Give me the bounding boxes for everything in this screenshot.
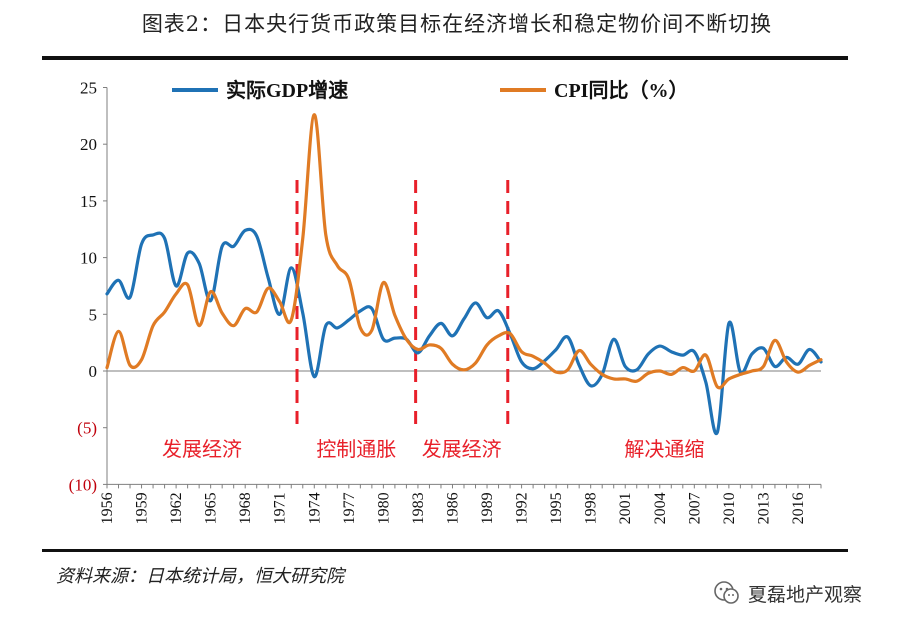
x-tick-label: 1986 xyxy=(444,492,461,524)
legend-label: CPI同比（%） xyxy=(554,79,688,102)
y-tick-label: 0 xyxy=(89,362,98,381)
bottom-rule xyxy=(42,549,848,552)
x-tick-label: 1965 xyxy=(203,492,220,524)
legend-label: 实际GDP增速 xyxy=(226,78,348,102)
y-tick-label: 5 xyxy=(89,305,98,324)
x-tick-label: 1998 xyxy=(583,492,600,524)
cpi-series-line xyxy=(105,113,823,390)
y-tick-label: 15 xyxy=(80,192,97,211)
x-tick-label: 1995 xyxy=(548,492,565,524)
period-label-inflation: 控制通胀 xyxy=(316,438,396,461)
gdp-series-line xyxy=(105,227,823,436)
y-tick-label: 25 xyxy=(80,79,97,98)
y-tick-label: (10) xyxy=(69,475,97,494)
period-label-develop-1: 发展经济 xyxy=(162,438,242,461)
wechat-icon xyxy=(714,581,739,604)
y-tick-label: 20 xyxy=(80,135,97,154)
x-tick-label: 1974 xyxy=(306,492,323,524)
x-tick-label: 1980 xyxy=(375,492,392,524)
period-label-deflation: 解决通缩 xyxy=(624,438,704,461)
x-tick-label: 1956 xyxy=(99,492,116,524)
top-rule xyxy=(42,56,848,60)
period-labels: 发展经济 控制通胀 发展经济 解决通缩 xyxy=(162,438,704,461)
x-tick-label: 2013 xyxy=(755,492,772,524)
x-tick-label: 2004 xyxy=(652,492,669,524)
page-title: 图表2：日本央行货币政策目标在经济增长和稳定物价间不断切换 xyxy=(141,12,773,36)
x-tick-label: 2010 xyxy=(721,492,738,524)
y-axis-ticks: 25 20 15 10 5 0 (5) (10) xyxy=(69,79,107,494)
x-tick-label: 1992 xyxy=(514,492,531,524)
y-tick-label: 10 xyxy=(80,249,97,268)
x-tick-label: 1983 xyxy=(410,492,427,524)
x-tick-label: 1962 xyxy=(168,492,185,524)
x-tick-label: 2001 xyxy=(617,492,634,524)
x-tick-label: 1989 xyxy=(479,492,496,524)
x-tick-label: 1959 xyxy=(134,492,151,524)
series-lines xyxy=(105,113,823,436)
watermark-text: 夏磊地产观察 xyxy=(748,583,863,606)
period-label-develop-2: 发展经济 xyxy=(422,438,502,461)
y-tick-label: (5) xyxy=(77,419,97,438)
x-axis-ticks: 1956 1959 1962 1965 1968 1971 1974 1977 1980 1983… xyxy=(99,484,822,524)
x-tick-label: 1971 xyxy=(272,492,289,524)
x-tick-label: 2007 xyxy=(686,492,703,524)
legend: 实际GDP增速 CPI同比（%） xyxy=(172,78,688,102)
x-tick-label: 2016 xyxy=(790,492,807,524)
x-tick-label: 1977 xyxy=(341,492,358,524)
source-note: 资料来源：日本统计局，恒大研究院 xyxy=(56,566,344,587)
watermark: 夏磊地产观察 xyxy=(712,578,862,608)
x-tick-label: 1968 xyxy=(237,492,254,524)
